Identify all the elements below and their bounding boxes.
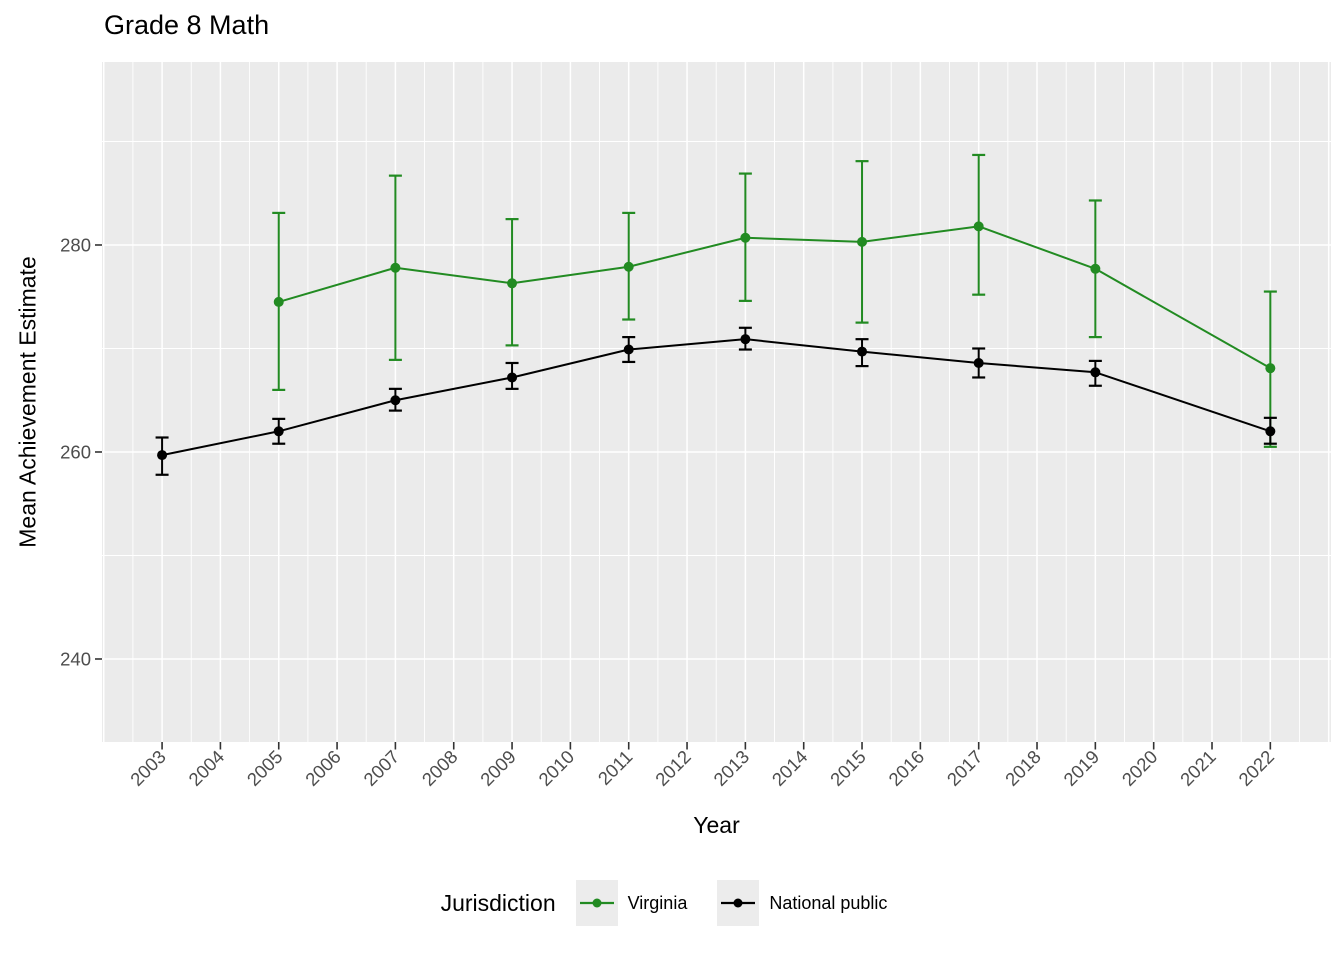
x-tick-label: 2019 <box>1059 746 1103 790</box>
x-tick-label: 2005 <box>243 746 287 790</box>
x-tick-label: 2008 <box>418 746 462 790</box>
x-tick-label: 2015 <box>826 746 870 790</box>
data-point <box>623 261 634 272</box>
x-tick-label: 2003 <box>126 746 170 790</box>
legend-item-national-public: National public <box>717 880 903 926</box>
x-tick-label: 2017 <box>943 746 987 790</box>
chart-title: Grade 8 Math <box>104 10 270 40</box>
data-point <box>157 450 168 461</box>
legend-key-point <box>733 898 743 908</box>
x-tick-label: 2020 <box>1118 746 1162 790</box>
x-tick-label: 2007 <box>359 746 403 790</box>
data-point <box>973 221 984 232</box>
data-point <box>740 232 751 243</box>
data-point <box>390 262 401 273</box>
national-public-key-swatch <box>717 880 760 926</box>
legend-title: Jurisdiction <box>440 889 556 916</box>
x-tick-label: 2016 <box>884 746 928 790</box>
y-tick-label: 240 <box>60 648 91 669</box>
series-line <box>161 338 1271 457</box>
x-tick-label: 2010 <box>534 746 578 790</box>
data-point <box>1265 426 1276 437</box>
data-point <box>273 426 284 437</box>
virginia-key-swatch <box>575 880 618 926</box>
data-point <box>857 236 868 247</box>
legend-label-virginia: Virginia <box>627 892 688 913</box>
x-tick-label: 2012 <box>651 746 695 790</box>
legend-item-virginia: Virginia <box>575 880 704 926</box>
x-tick-label: 2006 <box>301 746 345 790</box>
data-point <box>973 357 984 368</box>
y-tick-label: 260 <box>60 441 91 462</box>
y-tick-label: 280 <box>60 234 91 255</box>
plot-area: 240 260 280 2003 2004 2005 2006 2007 2008 2009 201… <box>60 62 1331 790</box>
data-point <box>390 395 401 406</box>
data-point <box>273 296 284 307</box>
data-point <box>740 334 751 345</box>
data-point <box>857 346 868 357</box>
data-point <box>1265 363 1276 374</box>
data-point <box>507 278 518 289</box>
x-tick-label: 2021 <box>1176 746 1220 790</box>
x-tick-label: 2014 <box>768 746 812 790</box>
x-tick-label: 2022 <box>1234 746 1278 790</box>
data-point <box>507 372 518 383</box>
x-tick-label: 2004 <box>184 746 228 790</box>
x-tick-label: 2011 <box>594 746 637 789</box>
data-point <box>1090 367 1101 378</box>
x-axis-title: Year <box>693 812 740 838</box>
data-point <box>623 344 634 355</box>
legend: Jurisdiction Virginia National public <box>0 880 1344 926</box>
x-tick-label: 2018 <box>1001 746 1045 790</box>
data-point <box>1090 263 1101 274</box>
legend-key-point <box>592 898 602 908</box>
legend-label-national-public: National public <box>769 892 888 913</box>
x-tick-label: 2009 <box>476 746 520 790</box>
x-tick-label: 2013 <box>709 746 753 790</box>
